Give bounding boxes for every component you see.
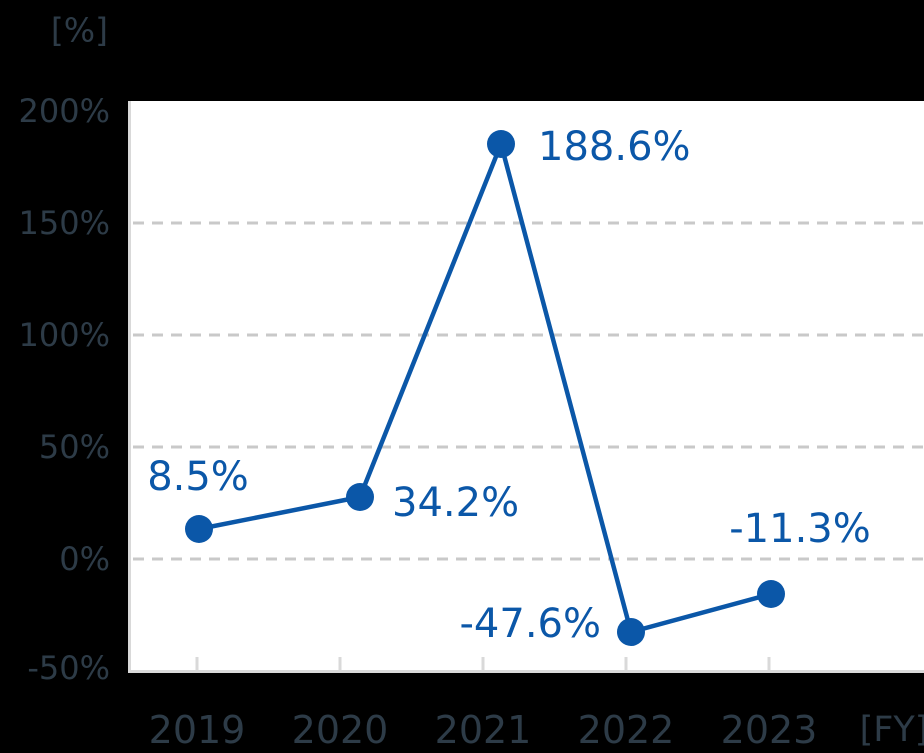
y-tick-label: 50%	[39, 428, 110, 466]
data-point-label: 188.6%	[538, 124, 691, 170]
plot-area	[128, 101, 924, 673]
x-tick-label: 2020	[292, 708, 389, 752]
data-point-marker	[346, 483, 374, 511]
data-point-marker	[487, 130, 515, 158]
x-tick-label: 2023	[721, 708, 818, 752]
y-axis-tick-labels: 200% 150% 100% 50% 0% -50%	[19, 92, 110, 687]
x-tick-label: 2019	[149, 708, 246, 752]
y-tick-label: -50%	[27, 649, 110, 687]
data-point-marker	[185, 515, 213, 543]
x-axis-tick-labels: 2019 2020 2021 2022 2023	[149, 708, 818, 752]
data-point-label: 34.2%	[392, 480, 519, 526]
data-point-label: -11.3%	[729, 506, 871, 552]
data-point-marker	[757, 580, 785, 608]
x-tick-label: 2021	[435, 708, 532, 752]
data-point-marker	[617, 618, 645, 646]
y-tick-label: 200%	[19, 92, 110, 130]
y-axis-unit-label: [%]	[51, 11, 108, 50]
x-axis-unit-label: [FY]	[860, 710, 924, 750]
data-point-label: 8.5%	[147, 454, 249, 500]
y-tick-label: 100%	[19, 316, 110, 354]
y-tick-label: 150%	[19, 204, 110, 242]
axes	[128, 101, 924, 673]
data-point-labels: 8.5% 34.2% 188.6% -47.6% -11.3%	[147, 124, 871, 647]
x-axis-ticks	[195, 657, 771, 671]
x-tick-label: 2022	[578, 708, 675, 752]
y-tick-label: 0%	[59, 540, 110, 578]
data-series	[185, 130, 785, 646]
data-point-label: -47.6%	[459, 601, 601, 647]
